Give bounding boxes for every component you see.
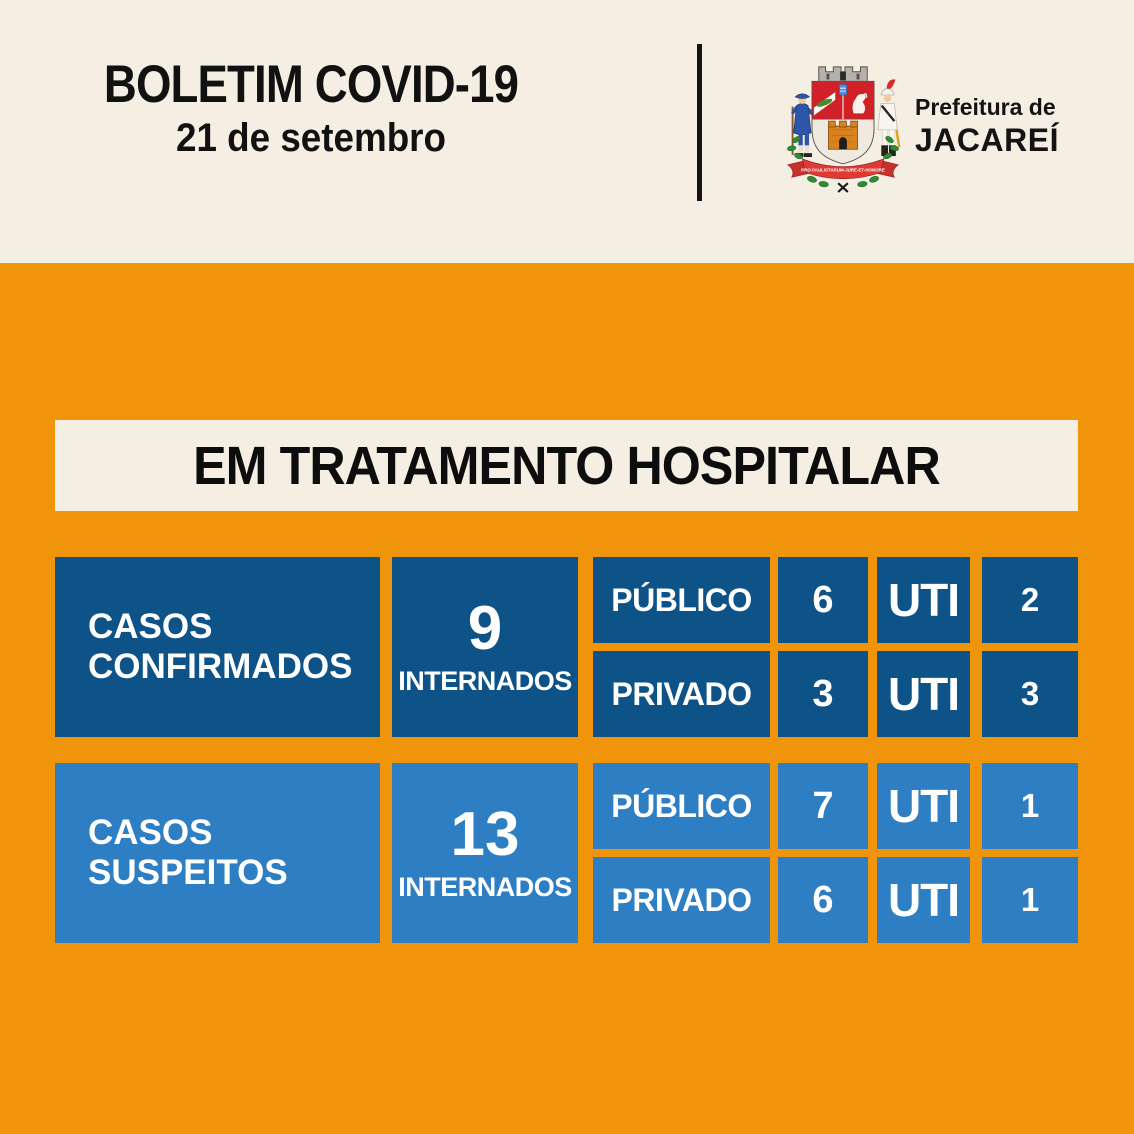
suspected-public-label: PÚBLICO — [593, 763, 770, 849]
castle-tower — [828, 120, 858, 150]
suspected-public-uti-label: UTI — [877, 763, 970, 849]
section-banner-title: EM TRATAMENTO HOSPITALAR — [193, 435, 941, 496]
suspected-hospitalized-label: INTERNADOS — [398, 871, 572, 902]
confirmed-private-label: PRIVADO — [593, 651, 770, 737]
confirmed-public-uti-count: 2 — [982, 557, 1078, 643]
bulletin-date: 21 de setembro — [176, 116, 446, 161]
brand-prefeitura: Prefeitura de — [915, 93, 1056, 120]
suspected-private-label: PRIVADO — [593, 857, 770, 943]
suspected-hospitalized-count: 13 — [450, 799, 520, 869]
confirmed-label-line2: CONFIRMADOS — [88, 647, 353, 686]
suspected-private-count: 6 — [778, 857, 868, 943]
suspected-private-row: PRIVADO 6 UTI 1 — [593, 857, 1078, 943]
brand-text: Prefeitura de JACAREÍ — [915, 94, 1059, 159]
suspected-public-row: PÚBLICO 7 UTI 1 — [593, 763, 1078, 849]
brand-city-name: JACAREÍ — [915, 121, 1059, 158]
right-supporter-figure — [877, 79, 901, 157]
suspected-detail-grid: PÚBLICO 7 UTI 1 PRIVADO 6 UTI 1 — [593, 763, 1078, 943]
suspected-label-box: CASOS SUSPEITOS — [55, 763, 380, 943]
header-divider — [697, 44, 702, 201]
confirmed-private-uti-count: 3 — [982, 651, 1078, 737]
confirmed-public-label: PÚBLICO — [593, 557, 770, 643]
city-brand: PRO PAULISTARUM-JURE-ET-HONORE Prefeitur… — [780, 52, 1059, 200]
confirmed-label-line1: CASOS — [88, 607, 213, 647]
confirmed-public-row: PÚBLICO 6 UTI 2 — [593, 557, 1078, 643]
suspected-hospitalized-box: 13 INTERNADOS — [392, 763, 578, 943]
mural-crown — [818, 66, 868, 83]
laurel-branches — [787, 136, 899, 188]
header-titles: BOLETIM COVID-19 21 de setembro — [0, 56, 622, 160]
suspected-label-line2: SUSPEITOS — [88, 853, 288, 892]
suspected-public-uti-count: 1 — [982, 763, 1078, 849]
suspected-private-uti-count: 1 — [982, 857, 1078, 943]
confirmed-private-uti-label: UTI — [877, 651, 970, 737]
left-supporter-figure — [791, 93, 817, 158]
motto-ribbon: PRO PAULISTARUM-JURE-ET-HONORE — [787, 158, 899, 180]
page-title: BOLETIM COVID-19 — [103, 55, 519, 114]
header: BOLETIM COVID-19 21 de setembro — [0, 0, 1134, 263]
confirmed-public-count: 6 — [778, 557, 868, 643]
confirmed-private-row: PRIVADO 3 UTI 3 — [593, 651, 1078, 737]
confirmed-hospitalized-count: 9 — [467, 593, 503, 663]
confirmed-hospitalized-label: INTERNADOS — [398, 665, 572, 696]
confirmed-hospitalized-box: 9 INTERNADOS — [392, 557, 578, 737]
confirmed-detail-grid: PÚBLICO 6 UTI 2 PRIVADO 3 UTI 3 — [593, 557, 1078, 737]
bottom-cross — [837, 182, 849, 193]
motto-text: PRO PAULISTARUM-JURE-ET-HONORE — [801, 168, 885, 173]
confirmed-private-count: 3 — [778, 651, 868, 737]
confirmed-public-uti-label: UTI — [877, 557, 970, 643]
suspected-label-line1: CASOS — [88, 813, 213, 853]
suspected-cases-section: CASOS SUSPEITOS 13 INTERNADOS PÚBLICO 7 … — [55, 763, 1078, 943]
section-banner: EM TRATAMENTO HOSPITALAR — [55, 420, 1078, 511]
suspected-private-uti-label: UTI — [877, 857, 970, 943]
confirmed-label-box: CASOS CONFIRMADOS — [55, 557, 380, 737]
jacarei-coat-of-arms-icon: PRO PAULISTARUM-JURE-ET-HONORE — [787, 66, 901, 193]
suspected-public-count: 7 — [778, 763, 868, 849]
confirmed-cases-section: CASOS CONFIRMADOS 9 INTERNADOS PÚBLICO 6… — [55, 557, 1078, 737]
